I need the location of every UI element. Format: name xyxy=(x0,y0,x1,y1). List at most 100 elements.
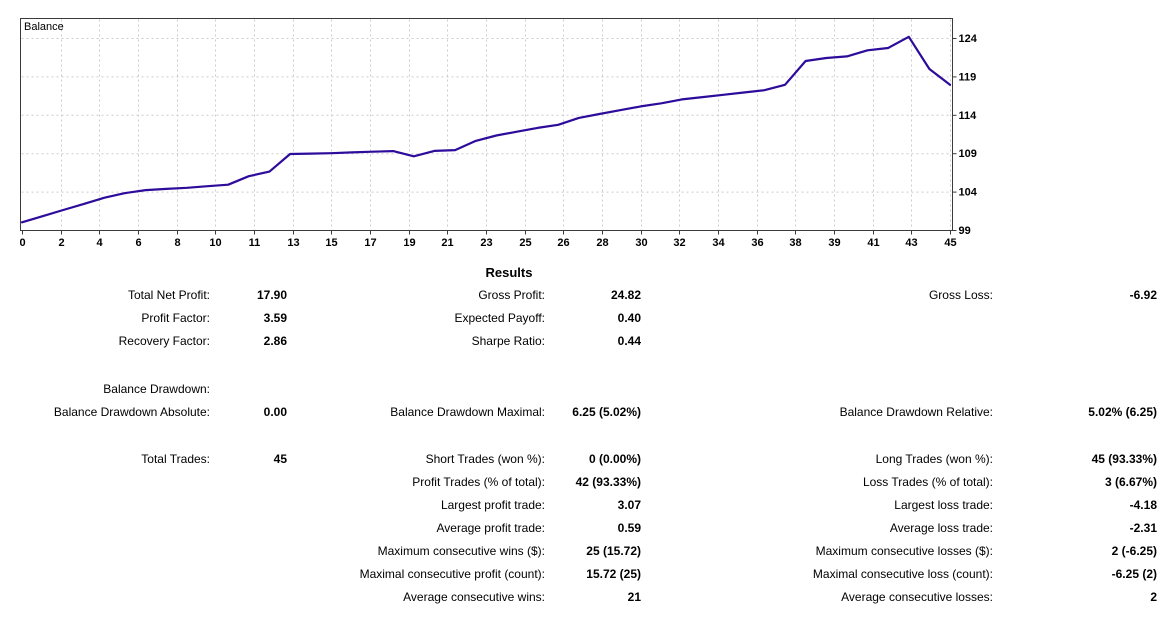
x-axis-label: 2 xyxy=(58,237,64,249)
x-axis-label: 26 xyxy=(557,237,569,249)
stat-label: Maximal consecutive profit (count): xyxy=(359,567,545,581)
x-axis-label: 38 xyxy=(789,237,801,249)
stat-label: Balance Drawdown Maximal: xyxy=(390,405,545,419)
stat-row: Balance Drawdown Absolute: 0.00 Balance Dr… xyxy=(0,401,1172,424)
stat-value: 3 (6.67%) xyxy=(1104,475,1157,489)
y-axis-label: 104 xyxy=(959,187,978,199)
stat-value: 25 (15.72) xyxy=(586,544,641,558)
stat-row: Largest profit trade: 3.07 Largest loss tr… xyxy=(0,494,1172,517)
stat-section: Balance Drawdown: Balance Drawdown Absolu… xyxy=(0,378,1172,424)
stat-value: -6.92 xyxy=(1129,288,1157,302)
stat-value: -6.25 (2) xyxy=(1111,567,1157,581)
balance-chart: 99 104 109 114 119 124 0 2 4 6 8 10 11 13 15 17 19 21 23 25… xyxy=(19,18,978,249)
x-axis-label: 6 xyxy=(135,237,141,249)
stat-label: Total Net Profit: xyxy=(127,288,210,302)
x-axis-label: 34 xyxy=(712,237,725,249)
x-axis-label: 41 xyxy=(867,237,879,249)
x-axis-label: 4 xyxy=(96,237,103,249)
stat-value: 0.00 xyxy=(263,405,287,419)
stat-label: Profit Trades (% of total): xyxy=(412,475,545,489)
stat-section: Total Trades: 45 Short Trades (won %): 0 (0… xyxy=(0,448,1172,609)
stat-value: 6.25 (5.02%) xyxy=(572,405,641,419)
stat-label: Expected Payoff: xyxy=(454,311,545,325)
stat-label: Short Trades (won %): xyxy=(425,452,545,466)
balance-line xyxy=(20,35,952,224)
stat-label: Average consecutive wins: xyxy=(403,590,545,604)
stat-value: -4.18 xyxy=(1129,498,1157,512)
results-title: Results xyxy=(485,265,533,280)
results-section: Results Total Net Profit: 17.90 Gross Prof… xyxy=(0,262,1172,609)
x-axis-label: 10 xyxy=(209,237,221,249)
stat-label: Sharpe Ratio: xyxy=(471,334,545,348)
stat-value: 5.02% (6.25) xyxy=(1088,405,1157,419)
x-axis-label: 39 xyxy=(828,237,840,249)
stat-value: 0 (0.00%) xyxy=(588,452,641,466)
x-axis-label: 28 xyxy=(596,237,608,249)
stat-label: Average profit trade: xyxy=(436,521,545,535)
stat-value: 2.86 xyxy=(263,334,287,348)
stat-row: Profit Trades (% of total): 42 (93.33%) Lo… xyxy=(0,471,1172,494)
stat-label: Average loss trade: xyxy=(889,521,993,535)
stat-value: 2 xyxy=(1150,590,1157,604)
stat-label: Recovery Factor: xyxy=(118,334,210,348)
x-axis-label: 45 xyxy=(944,237,956,249)
stat-value: 42 (93.33%) xyxy=(575,475,641,489)
y-axis-label: 124 xyxy=(959,33,978,45)
balance-series-label: Balance xyxy=(24,21,64,33)
stat-value: 15.72 (25) xyxy=(586,567,641,581)
stat-row: Balance Drawdown: xyxy=(0,378,1172,401)
x-axis-label: 36 xyxy=(751,237,763,249)
stat-value: 0.44 xyxy=(617,334,641,348)
stat-value: 0.40 xyxy=(617,311,641,325)
stat-label: Long Trades (won %): xyxy=(875,452,993,466)
x-axis-label: 13 xyxy=(287,237,299,249)
x-axis-label: 25 xyxy=(519,237,531,249)
x-axis-label: 43 xyxy=(905,237,917,249)
y-axis-label: 109 xyxy=(959,148,977,160)
stat-row: Maximal consecutive profit (count): 15.72… xyxy=(0,563,1172,586)
stat-row: Total Net Profit: 17.90 Gross Profit: 24.82… xyxy=(0,284,1172,307)
stat-label: Balance Drawdown Absolute: xyxy=(53,405,210,419)
stat-label: Balance Drawdown Relative: xyxy=(839,405,993,419)
stat-value: 45 (93.33%) xyxy=(1091,452,1157,466)
x-axis-label: 32 xyxy=(673,237,685,249)
stat-row: Profit Factor: 3.59 Expected Payoff: 0.40 xyxy=(0,307,1172,330)
stat-value: 17.90 xyxy=(256,288,287,302)
y-axis-label: 99 xyxy=(959,225,971,237)
stats-table: Total Net Profit: 17.90 Gross Profit: 24.82… xyxy=(0,284,1172,609)
stat-row: Average consecutive wins: 21 Average conse… xyxy=(0,586,1172,609)
stat-row: Recovery Factor: 2.86 Sharpe Ratio: 0.44 xyxy=(0,330,1172,353)
stat-label: Maximal consecutive loss (count): xyxy=(812,567,993,581)
stat-row: Maximum consecutive wins ($): 25 (15.72) M… xyxy=(0,540,1172,563)
stat-label: Maximum consecutive wins ($): xyxy=(377,544,545,558)
x-axis-label: 21 xyxy=(441,237,453,249)
x-axis-label: 15 xyxy=(325,237,337,249)
x-axis-label: 17 xyxy=(364,237,376,249)
stat-value: 21 xyxy=(627,590,641,604)
stat-label: Total Trades: xyxy=(141,452,210,466)
stat-label: Largest profit trade: xyxy=(440,498,545,512)
stat-row: Average profit trade: 0.59 Average loss tr… xyxy=(0,517,1172,540)
x-axis-label: 19 xyxy=(403,237,415,249)
x-axis-label: 23 xyxy=(480,237,492,249)
stat-value: 3.59 xyxy=(263,311,287,325)
x-axis-label: 30 xyxy=(635,237,647,249)
x-axis-label: 8 xyxy=(174,237,180,249)
y-axis-label: 119 xyxy=(959,71,977,83)
stat-value: 0.59 xyxy=(617,521,641,535)
stat-label: Largest loss trade: xyxy=(894,498,993,512)
stat-value: 2 (-6.25) xyxy=(1111,544,1157,558)
stat-value: 3.07 xyxy=(617,498,641,512)
stat-label: Maximum consecutive losses ($): xyxy=(815,544,993,558)
stat-label: Gross Loss: xyxy=(928,288,993,302)
stat-label: Balance Drawdown: xyxy=(103,382,210,396)
stat-value: -2.31 xyxy=(1129,521,1157,535)
stat-row: Total Trades: 45 Short Trades (won %): 0 (0… xyxy=(0,448,1172,471)
stat-label: Loss Trades (% of total): xyxy=(862,475,993,489)
y-axis-label: 114 xyxy=(959,110,978,122)
stat-label: Gross Profit: xyxy=(478,288,545,302)
x-axis-label: 0 xyxy=(19,237,25,249)
balance-chart-panel: 99 104 109 114 119 124 0 2 4 6 8 10 11 13 15 17 19 21 23 25… xyxy=(0,0,1172,252)
stat-label: Profit Factor: xyxy=(141,311,210,325)
x-axis-label: 11 xyxy=(249,237,261,249)
